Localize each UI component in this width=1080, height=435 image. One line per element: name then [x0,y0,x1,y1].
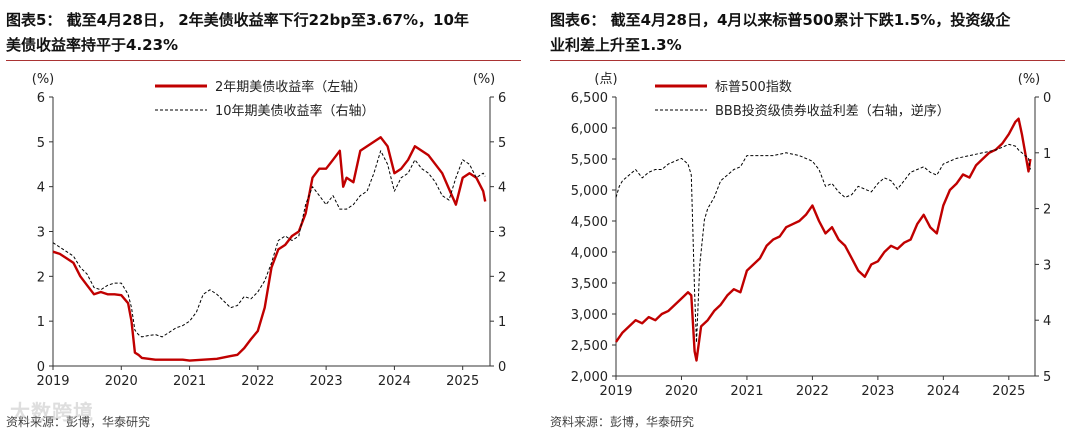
watermark-logo: 大数跨境 [10,400,94,424]
chart-title: 图表6： 截至4月28日，4月以来标普500累计下跌1.5%，投资级企 业利差上… [550,8,1065,58]
y2-tick-label: 3 [1043,258,1051,273]
x-tick-label: 2021 [173,374,206,389]
y-tick-label: 6,500 [571,91,608,106]
legend-label-1: 标普500指数 [715,80,792,95]
x-tick-label: 2022 [241,374,274,389]
y2-tick-label: 2 [498,270,506,285]
y2-tick-label: 5 [498,136,506,151]
chart-title-line-2: 业利差上升至1.3% [550,36,682,54]
y-tick-label: 6,000 [571,122,608,137]
y-tick-label: 4 [37,181,45,196]
x-tick-label: 2023 [310,374,343,389]
yield-chart: (%) (%) 0 1 2 3 4 5 6 0 1 2 3 4 5 6 2019 2020 2021 2022 2023… [32,72,507,389]
chart-title-line-1: 图表5： 截至4月28日， 2年美债收益率下行22bp至3.67%，10年 [6,11,469,29]
x-tick-label: 2021 [730,384,763,399]
y2-tick-label: 6 [498,91,506,106]
y2-tick-label: 4 [1043,314,1051,329]
y-tick-label: 4,500 [571,215,608,230]
y-tick-label: 2,000 [571,370,608,385]
left-unit-label: (点) [594,72,617,87]
x-tick-label: 2022 [796,384,829,399]
y-tick-label: 1 [37,315,45,330]
legend-label-1: 2年期美债收益率（左轴） [215,79,366,95]
right-unit-label: (%) [1018,72,1041,87]
title-divider [550,60,1065,61]
series-line-1 [52,136,487,362]
source-note: 资料来源：彭博，华泰研究 [6,415,151,429]
x-tick-label: 2023 [861,384,894,399]
y2-tick-label: 2 [1043,203,1051,218]
y-tick-label: 2 [37,270,45,285]
chart-panel-left: 图表5： 截至4月28日， 2年美债收益率下行22bp至3.67%，10年 美债… [0,0,536,435]
x-tick-label: 2025 [992,384,1025,399]
x-tick-label: 2019 [36,374,69,389]
series-line-1 [615,117,1032,362]
y2-tick-label: 0 [498,360,506,375]
series-line-2 [52,150,486,338]
y-tick-label: 5,000 [571,184,608,199]
y2-tick-label: 3 [498,226,506,241]
sp500-spread-chart: (点) (%) 2,000 2,500 3,000 3,500 4,000 4,500 5,00… [571,72,1052,399]
chart-title: 图表5： 截至4月28日， 2年美债收益率下行22bp至3.67%，10年 美债… [6,8,521,58]
x-tick-label: 2020 [665,384,698,399]
y2-tick-label: 1 [498,315,506,330]
y-tick-label: 5,500 [571,153,608,168]
legend-label-2: BBB投资级债券收益利差（右轴，逆序） [715,103,950,119]
y-tick-label: 5 [37,136,45,151]
y-tick-label: 3,000 [571,308,608,323]
y-tick-label: 0 [37,360,45,375]
x-tick-label: 2025 [446,374,479,389]
source-note: 资料来源：彭博，华泰研究 [550,415,695,429]
x-tick-label: 2020 [105,374,138,389]
y2-tick-label: 0 [1043,91,1051,106]
right-unit-label: (%) [473,72,496,87]
chart-title-line-1: 图表6： 截至4月28日，4月以来标普500累计下跌1.5%，投资级企 [550,11,1011,29]
legend-label-2: 10年期美债收益率（右轴） [215,103,375,119]
y-tick-label: 2,500 [571,339,608,354]
y2-tick-label: 1 [1043,147,1051,162]
y2-tick-label: 4 [498,181,506,196]
y-tick-label: 6 [37,91,45,106]
chart-title-line-2: 美债收益率持平于4.23% [6,36,179,54]
y2-tick-label: 5 [1043,370,1051,385]
title-divider [6,60,521,61]
x-tick-label: 2024 [927,384,960,399]
series-line-2 [615,143,1031,343]
y-tick-label: 3,500 [571,277,608,292]
x-tick-label: 2019 [599,384,632,399]
y-tick-label: 3 [37,226,45,241]
x-tick-label: 2024 [378,374,411,389]
left-unit-label: (%) [32,72,55,87]
y-tick-label: 4,000 [571,246,608,261]
chart-panel-right: 图表6： 截至4月28日，4月以来标普500累计下跌1.5%，投资级企 业利差上… [544,0,1080,435]
